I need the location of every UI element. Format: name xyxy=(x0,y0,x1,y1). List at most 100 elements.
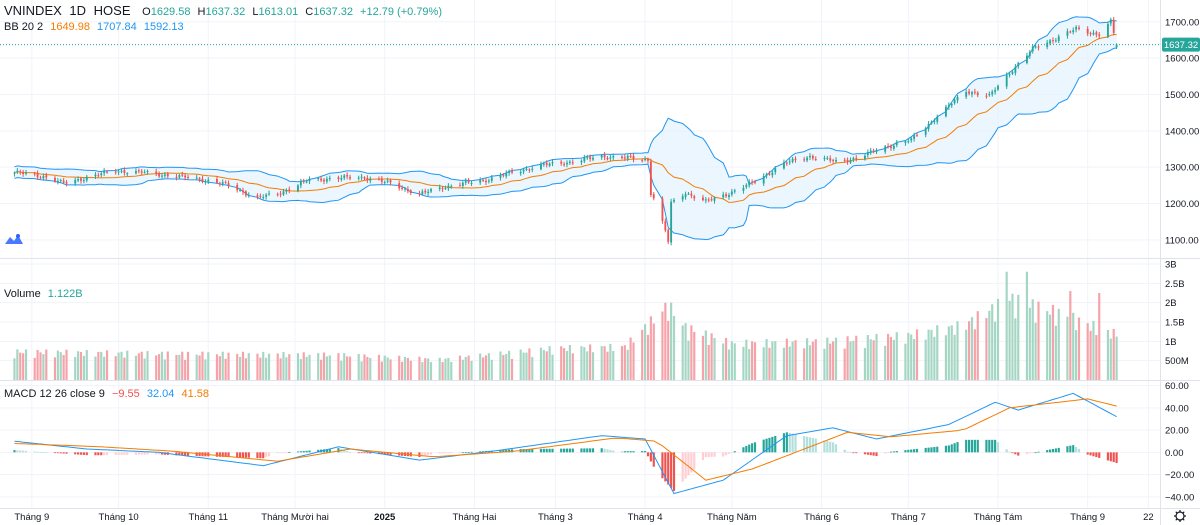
volume-bar xyxy=(808,345,812,380)
candle-body xyxy=(285,190,288,192)
volume-bar xyxy=(967,321,971,380)
candle-body xyxy=(794,158,797,160)
macd-histogram-bar xyxy=(950,444,953,453)
candle-body xyxy=(762,176,765,184)
candle-body xyxy=(464,180,467,183)
volume-bar xyxy=(155,355,158,380)
volume-bar xyxy=(16,349,19,380)
volume-bar xyxy=(907,332,910,380)
candle-body xyxy=(835,160,837,162)
macd-histogram-bar xyxy=(1072,445,1075,453)
macd-histogram-bar xyxy=(1051,448,1055,453)
candle-body xyxy=(1115,44,1118,48)
macd-tick-label: −20.00 xyxy=(1165,470,1194,481)
time-tick-label: Tháng 9 xyxy=(1070,512,1105,523)
candle-body xyxy=(852,158,855,160)
candle-body xyxy=(441,188,444,190)
macd-histogram-bar xyxy=(499,450,502,453)
volume-bar xyxy=(39,352,42,380)
candle-body xyxy=(652,194,655,199)
candle-body xyxy=(181,174,184,176)
candle-body xyxy=(791,158,794,162)
macd-histogram-bar xyxy=(421,452,424,457)
candle-body xyxy=(204,180,207,183)
price-tick-label: 1700.00 xyxy=(1165,17,1199,28)
candle-body xyxy=(832,159,835,161)
macd-histogram-bar xyxy=(996,442,1000,453)
price-tick-label: 1400.00 xyxy=(1165,126,1199,137)
volume-bar xyxy=(1075,330,1078,380)
macd-histogram-bar xyxy=(973,439,976,453)
macd-histogram-bar xyxy=(241,452,245,458)
candle-body xyxy=(785,162,788,164)
volume-bar xyxy=(652,323,655,380)
macd-histogram-bar xyxy=(551,448,554,453)
candle-body xyxy=(811,155,814,159)
macd-histogram-bar xyxy=(626,451,629,453)
price-tick-label: 1500.00 xyxy=(1165,90,1199,101)
candle-body xyxy=(728,195,730,197)
volume-bar xyxy=(398,355,401,380)
macd-histogram-bar xyxy=(623,451,626,453)
volume-label[interactable]: Volume xyxy=(4,288,41,300)
close-label: C xyxy=(305,6,314,18)
volume-bar xyxy=(1106,329,1110,380)
candle-body xyxy=(988,93,991,96)
candle-body xyxy=(950,103,953,106)
candle-body xyxy=(447,185,450,189)
volume-bar xyxy=(77,351,80,380)
volume-bar xyxy=(843,348,846,380)
candle-body xyxy=(592,157,594,160)
low-label: L xyxy=(252,6,259,18)
macd-histogram-bar xyxy=(299,451,302,453)
volume-bar xyxy=(782,347,786,380)
macd-histogram-bar xyxy=(748,444,751,453)
volume-bar xyxy=(499,351,502,380)
macd-histogram-bar xyxy=(603,448,606,453)
candle-body xyxy=(887,145,890,147)
volume-bar xyxy=(369,357,372,380)
macd-histogram-bar xyxy=(1014,452,1017,455)
volume-bar xyxy=(259,357,262,380)
volume-bar xyxy=(788,346,791,380)
interval[interactable]: 1D xyxy=(69,3,87,18)
volume-bar xyxy=(970,317,974,380)
macd-histogram-bar xyxy=(424,452,427,456)
volume-bar xyxy=(103,356,106,380)
volume-bar xyxy=(201,351,204,380)
macd-histogram-bar xyxy=(620,451,624,453)
candle-body xyxy=(690,193,693,196)
gear-icon[interactable] xyxy=(1174,510,1186,522)
macd-histogram-bar xyxy=(701,452,705,461)
tradingview-logo-icon[interactable] xyxy=(4,232,24,246)
candle-body xyxy=(360,176,363,178)
volume-bar xyxy=(464,356,467,380)
bb-label[interactable]: BB 20 2 xyxy=(4,21,44,33)
candle-body xyxy=(386,180,389,182)
macd-histogram-bar xyxy=(256,452,259,459)
macd-histogram-bar xyxy=(276,452,279,454)
candle-body xyxy=(276,194,279,196)
candle-body xyxy=(528,169,531,171)
macd-histogram-bar xyxy=(308,450,311,453)
candle-body xyxy=(13,172,16,174)
candle-body xyxy=(427,191,430,194)
bb-lower-line xyxy=(14,47,1117,241)
candle-body xyxy=(788,161,791,163)
macd-histogram-bar xyxy=(994,439,997,453)
candle-body xyxy=(418,193,421,195)
candle-body xyxy=(947,105,950,108)
volume-bar xyxy=(134,355,138,380)
macd-histogram-bar xyxy=(771,436,774,453)
volume-bar xyxy=(947,326,950,380)
symbol: VNINDEX xyxy=(4,3,62,18)
macd-histogram-bar xyxy=(751,443,754,453)
volume-bar xyxy=(994,321,997,380)
macd-label[interactable]: MACD 12 26 close 9 xyxy=(4,388,105,400)
volume-bar xyxy=(742,346,745,380)
candle-body xyxy=(117,171,120,173)
macd-histogram-bar xyxy=(137,452,140,455)
macd-histogram-bar xyxy=(1112,452,1115,463)
